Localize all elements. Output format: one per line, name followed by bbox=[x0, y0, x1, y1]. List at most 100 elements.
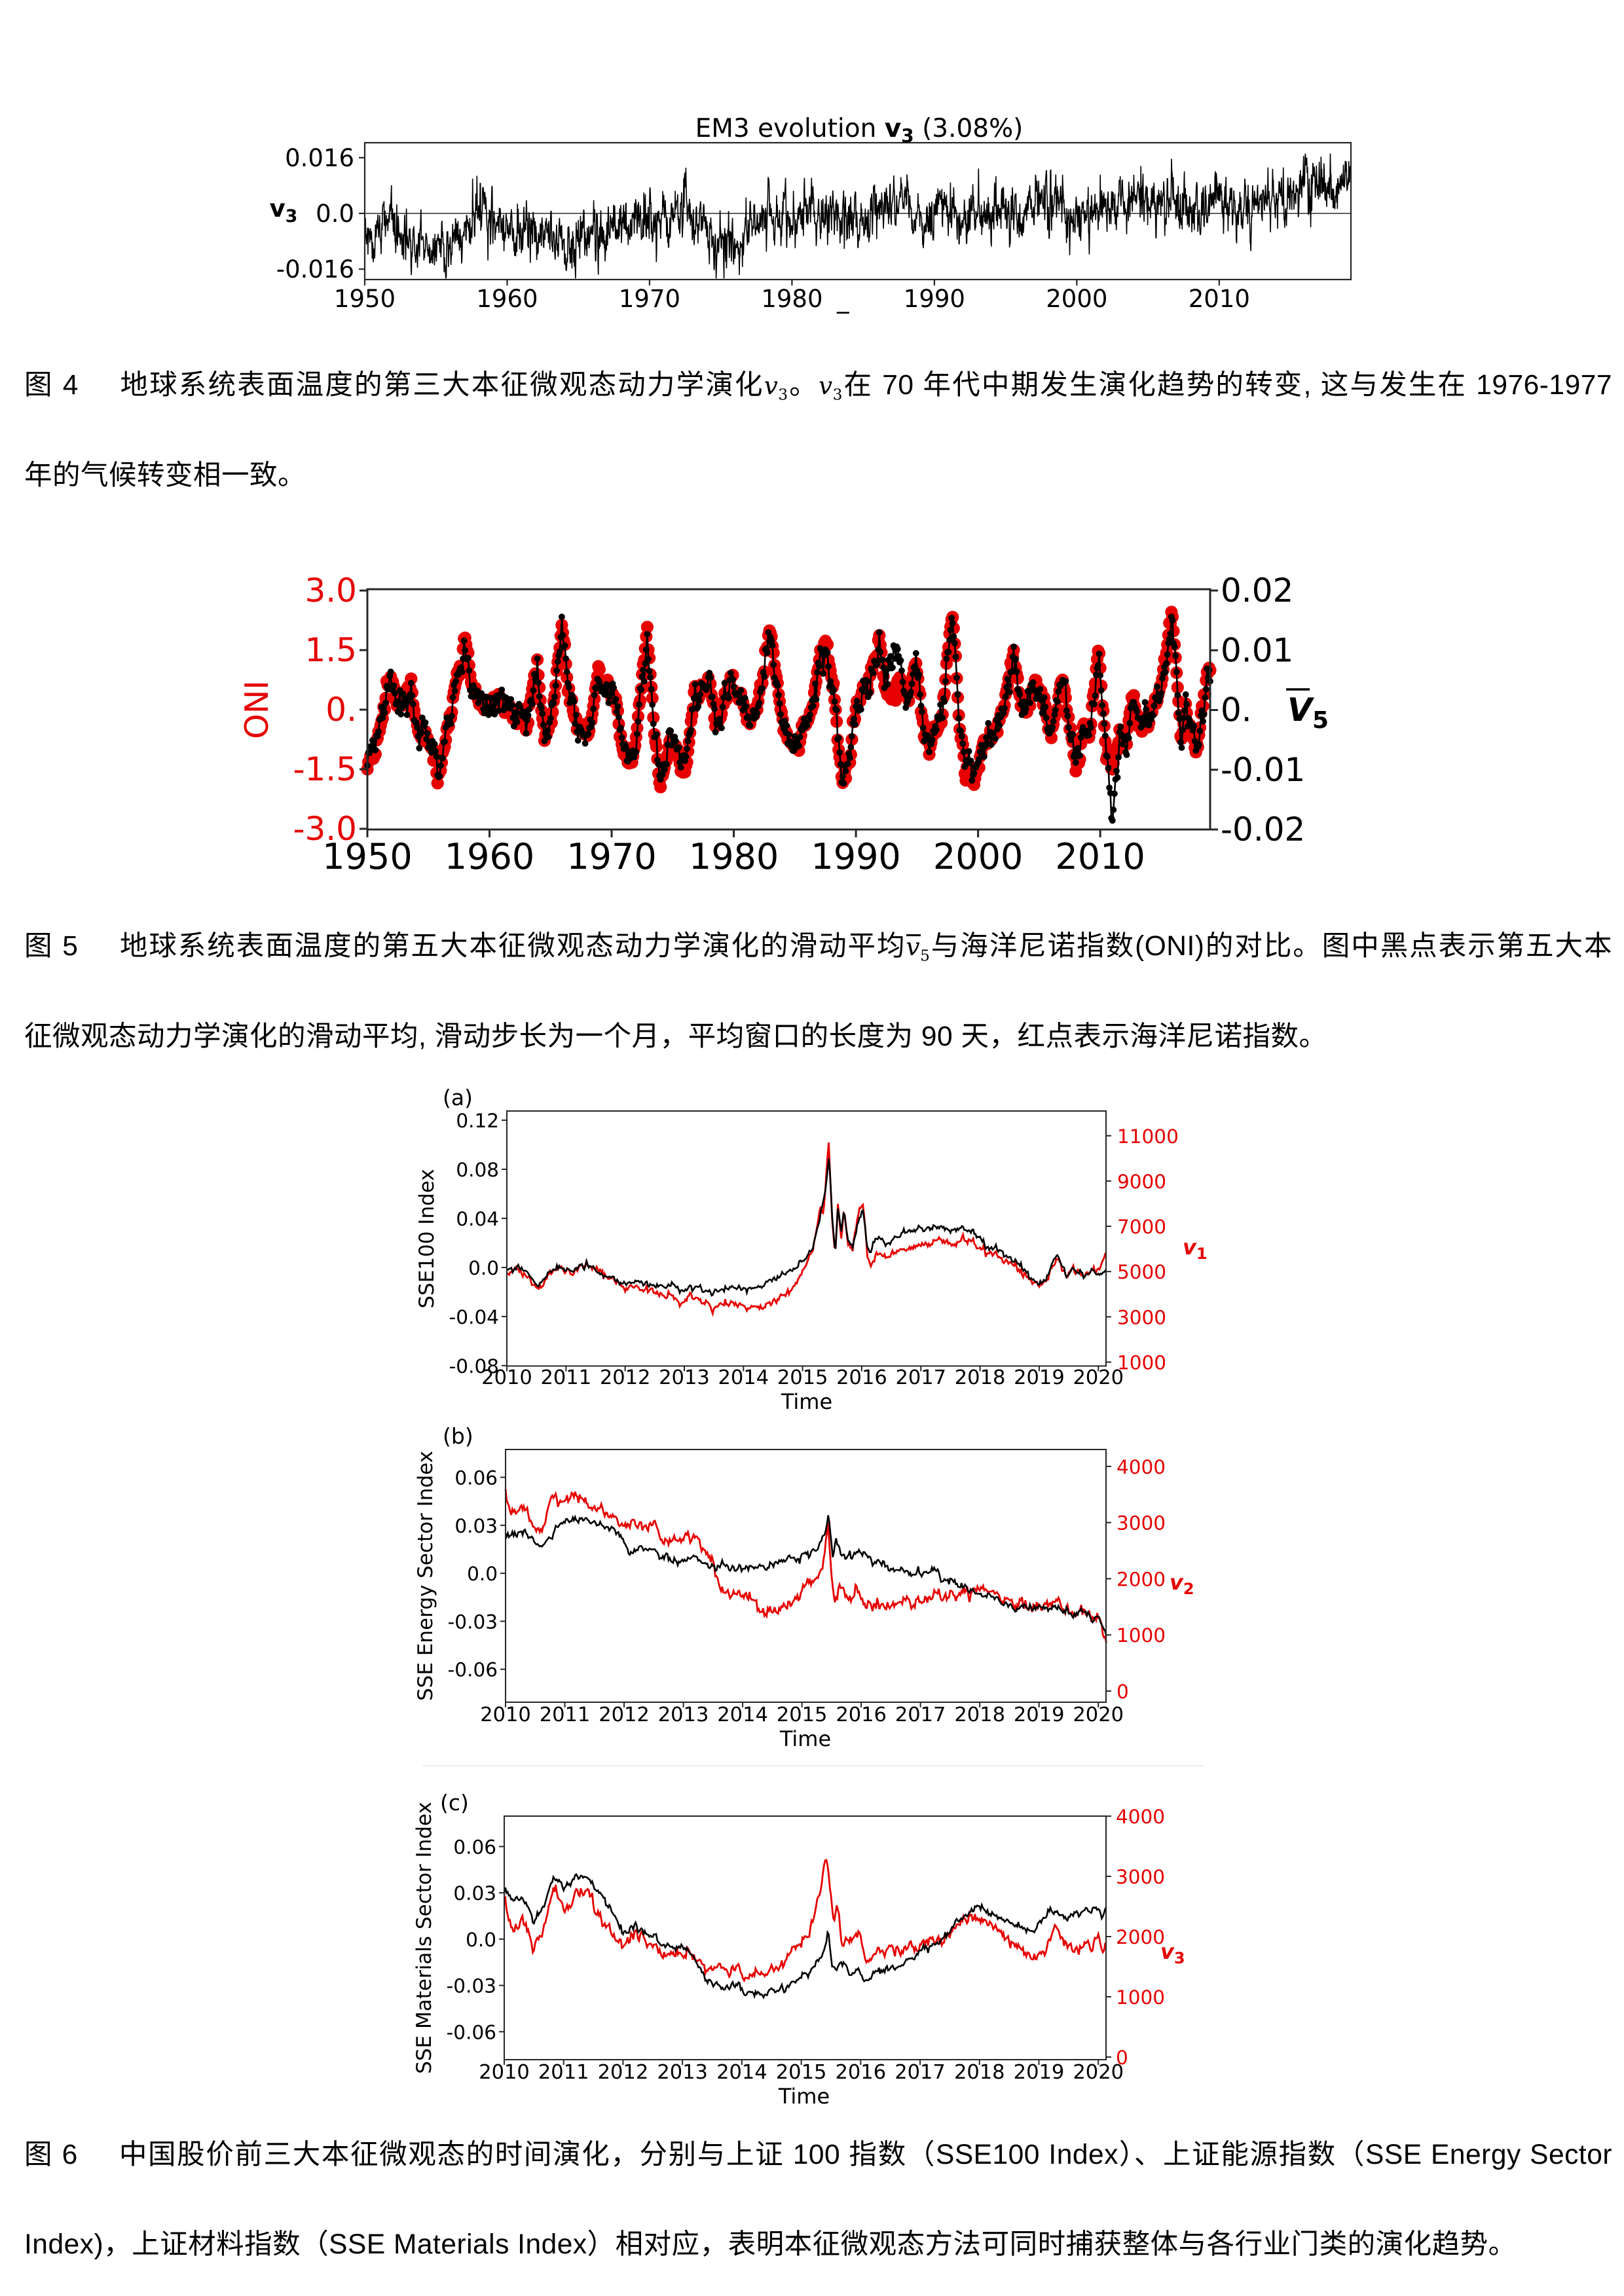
right-tick-label: 1000 bbox=[1117, 1352, 1166, 1374]
x-tick-label: 1950 bbox=[322, 836, 412, 877]
y-tick-label: -0.016 bbox=[276, 255, 354, 283]
left-tick-label: 3.0 bbox=[304, 572, 357, 610]
x-tick-label: 2010 bbox=[480, 1704, 531, 1726]
math-variable: v3 bbox=[818, 371, 843, 404]
right-tick-label: 11000 bbox=[1117, 1125, 1179, 1148]
right-tick-label: 4000 bbox=[1116, 1806, 1165, 1828]
left-tick-label: 0.03 bbox=[453, 1882, 496, 1904]
right-tick-label: -0.02 bbox=[1221, 811, 1305, 848]
caption-text: 征微观态动力学演化的滑动平均, 滑动步长为一个月，平均窗口的长度为 90 天，红… bbox=[24, 1021, 1327, 1052]
fig6a-ylabel: SSE100 Index bbox=[415, 1169, 439, 1308]
x-tick-label: 1980 bbox=[761, 285, 822, 313]
plot-border bbox=[506, 1110, 1107, 1367]
x-tick-label: 2019 bbox=[1014, 2061, 1065, 2084]
x-tick-label: 1970 bbox=[566, 836, 656, 877]
figure6-caption-line1: 图 6 中国股价前三大本征微观态的时间演化，分别与上证 100 指数（SSE100… bbox=[24, 2136, 1612, 2174]
left-tick-label: 0.12 bbox=[456, 1110, 499, 1132]
caption-text: 图 4 bbox=[24, 370, 79, 401]
fig4-title: EM3 evolution v3​ (3.08%) bbox=[695, 114, 1024, 147]
right-tick-label: 7000 bbox=[1117, 1216, 1166, 1238]
fig6c-xlabel: Time bbox=[778, 2084, 830, 2109]
caption-text: Index)，上证材料指数（SSE Materials Index）相对应，表明… bbox=[24, 2229, 1517, 2260]
right-tick-label: 0 bbox=[1116, 1681, 1129, 1703]
left-tick-label: -1.5 bbox=[293, 750, 357, 788]
math-variable: v3 bbox=[764, 371, 788, 404]
x-tick-label: 2019 bbox=[1014, 1366, 1065, 1389]
x-tick-label: 1980 bbox=[689, 836, 779, 877]
figure4-chart: 1950 1960 1970 1980 1990 2000 2010 0.016 0.0 -0.0… bbox=[270, 114, 1352, 314]
right-tick-label: 0.01 bbox=[1221, 631, 1293, 669]
x-tick-label: 2016 bbox=[836, 2061, 887, 2084]
x-tick-label: 2017 bbox=[895, 1366, 946, 1389]
fig6b-right-var-label: v2​ bbox=[1170, 1570, 1194, 1598]
left-tick-label: 0. bbox=[325, 691, 357, 729]
figure5-chart: 1950 1960 1970 1980 1990 2000 2010 3.0 1.5 0. -1.5… bbox=[238, 572, 1329, 877]
fig6c-right-var-label: v3​ bbox=[1160, 1939, 1185, 1967]
caption-text: 图 5 bbox=[24, 931, 79, 962]
caption-text: 在 70 年代中期发生演化趋势的转变, 这与发生在 1976-1977 bbox=[842, 370, 1612, 401]
fig6a-black-series bbox=[506, 1158, 1107, 1297]
x-tick-label: 2015 bbox=[777, 1704, 828, 1726]
fig6b-xlabel: Time bbox=[779, 1726, 831, 1751]
x-tick-label: 2013 bbox=[659, 1366, 710, 1389]
x-tick-label: 2010 bbox=[481, 1366, 532, 1389]
y-tick-label: 0.0 bbox=[316, 200, 354, 228]
figure6-chart: 2010 2011 2012 2013 2014 2015 2016 2017 2018 2019… bbox=[413, 1085, 1208, 2109]
figure6-caption-line2: Index)，上证材料指数（SSE Materials Index）相对应，表明… bbox=[24, 2226, 1612, 2263]
stray-underscore-mark: _ bbox=[836, 285, 849, 314]
right-tick-label: 0.02 bbox=[1221, 572, 1293, 610]
x-tick-label: 2019 bbox=[1014, 1704, 1065, 1726]
x-tick-label: 2017 bbox=[895, 2061, 946, 2084]
fig4-series-v3 bbox=[364, 153, 1352, 279]
caption-text: 中国股价前三大本征微观态的时间演化，分别与上证 100 指数（SSE100 In… bbox=[118, 2140, 1612, 2170]
x-tick-label: 2011 bbox=[540, 1704, 591, 1726]
fig6b-red-series bbox=[504, 1488, 1107, 1643]
caption-text: 地球系统表面温度的第三大本征微观态动力学演化 bbox=[119, 370, 764, 401]
x-tick-label: 2000 bbox=[933, 836, 1023, 877]
x-tick-label: 2013 bbox=[658, 1704, 709, 1726]
fig6b-ylabel: SSE Energy Sector Index bbox=[414, 1451, 437, 1701]
right-tick-label: 9000 bbox=[1117, 1171, 1166, 1193]
x-tick-label: 2017 bbox=[895, 1704, 946, 1726]
fig6c-red-series bbox=[503, 1859, 1107, 1983]
caption-text: 图 6 bbox=[24, 2140, 78, 2170]
x-tick-label: 2014 bbox=[716, 2061, 767, 2084]
x-tick-label: 1960 bbox=[445, 836, 534, 877]
math-variable: v5 bbox=[906, 932, 931, 965]
left-tick-label: -0.03 bbox=[448, 1611, 498, 1633]
x-tick-label: 2010 bbox=[1189, 285, 1250, 313]
x-tick-label: 2015 bbox=[777, 1366, 828, 1389]
right-tick-label: 5000 bbox=[1117, 1261, 1166, 1283]
right-tick-label: 1000 bbox=[1116, 1624, 1166, 1647]
x-tick-label: 2016 bbox=[836, 1366, 887, 1389]
plot-border bbox=[505, 1449, 1107, 1703]
right-tick-label: 3000 bbox=[1117, 1306, 1166, 1328]
right-tick-label: 0. bbox=[1221, 691, 1252, 729]
left-tick-label: 0.0 bbox=[467, 1563, 498, 1585]
caption-text: 年的气候转变相一致。 bbox=[24, 460, 306, 491]
x-tick-label: 1990 bbox=[811, 836, 900, 877]
left-tick-label: 0.0 bbox=[466, 1929, 496, 1951]
right-tick-label: 2000 bbox=[1116, 1926, 1165, 1948]
left-tick-label: 0.03 bbox=[454, 1515, 498, 1537]
x-tick-label: 2020 bbox=[1073, 1704, 1124, 1726]
left-tick-label: -0.03 bbox=[447, 1975, 496, 1997]
left-tick-label: 0.08 bbox=[456, 1159, 499, 1181]
figure4-caption-line2: 年的气候转变相一致。 bbox=[24, 457, 1612, 494]
right-tick-label: 1000 bbox=[1116, 1986, 1165, 2009]
x-tick-label: 1990 bbox=[904, 285, 965, 313]
x-tick-label: 1970 bbox=[619, 285, 680, 313]
right-tick-label: 0 bbox=[1116, 2047, 1128, 2069]
fig6a-red-series bbox=[506, 1142, 1107, 1317]
figure5-caption-line1: 图 5 地球系统表面温度的第五大本征微观态动力学演化的滑动平均v5与海洋尼诺指数(… bbox=[24, 928, 1612, 966]
left-tick-label: 1.5 bbox=[304, 631, 357, 669]
x-tick-label: 2012 bbox=[599, 1704, 650, 1726]
x-tick-label: 2016 bbox=[836, 1704, 887, 1726]
fig6a-right-var-label: v1​ bbox=[1183, 1235, 1208, 1263]
x-tick-label: 2018 bbox=[955, 1366, 1006, 1389]
right-tick-label: 3000 bbox=[1116, 1866, 1165, 1888]
x-tick-label: 2018 bbox=[954, 1704, 1005, 1726]
x-tick-label: 2020 bbox=[1073, 2061, 1124, 2084]
x-tick-label: 2015 bbox=[776, 2061, 827, 2084]
left-tick-label: -0.06 bbox=[448, 1659, 498, 1681]
